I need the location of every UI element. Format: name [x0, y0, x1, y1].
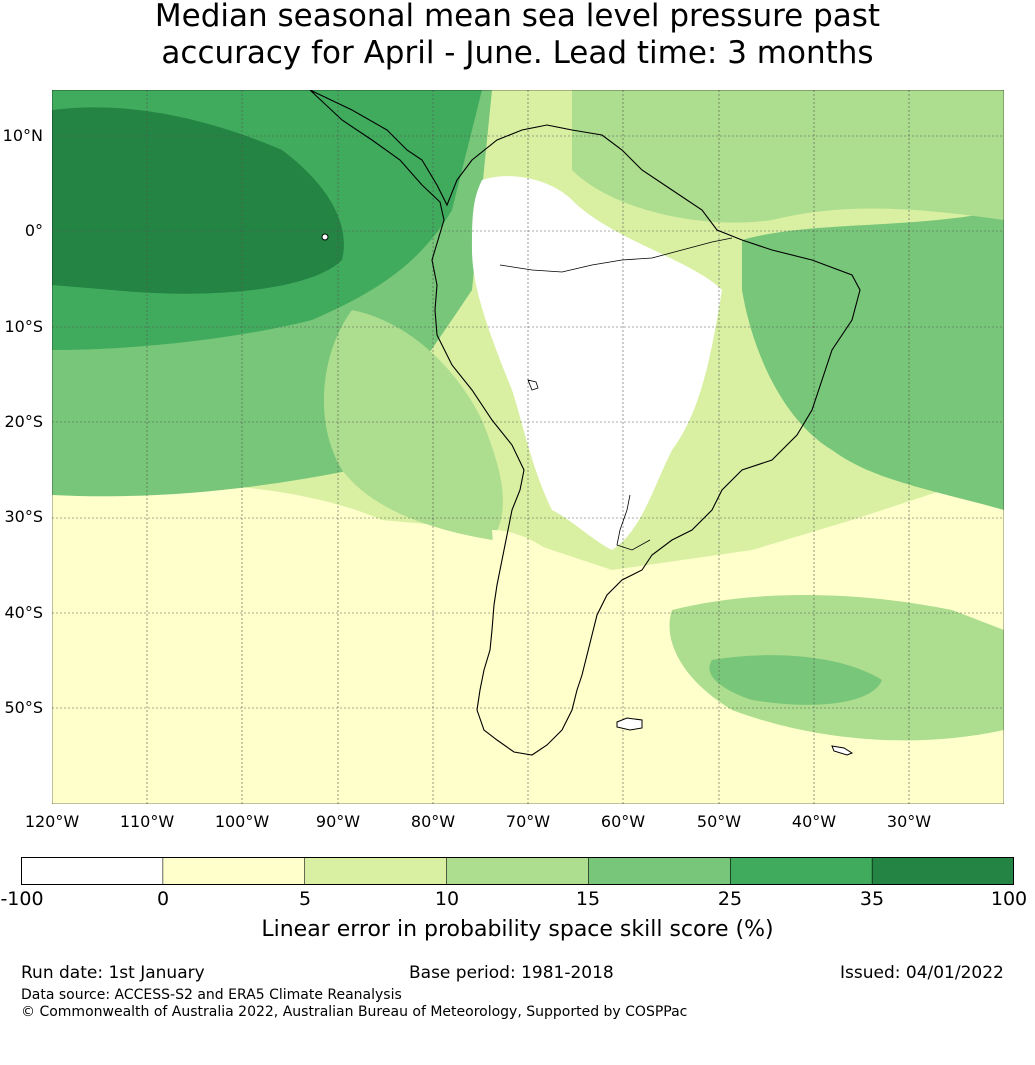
lat-label-0: 0°: [24, 221, 43, 240]
lon-label-50w: 50°W: [696, 812, 742, 831]
colorbar-tick-5: 5: [298, 888, 312, 910]
graticule: [52, 90, 1004, 804]
lon-label-120w: 120°W: [24, 812, 80, 831]
lon-label-80w: 80°W: [410, 812, 456, 831]
colorbar-tick-35: 35: [859, 888, 885, 910]
issued-date: Issued: 04/01/2022: [840, 963, 1004, 983]
colorbar-tick-0: 0: [156, 888, 170, 910]
skill-region-continent-pale: [492, 530, 587, 760]
colorbar-segment-5: [729, 857, 873, 885]
map-title: Median seasonal mean sea level pressure …: [0, 0, 1035, 72]
lat-label-20s: 20°S: [4, 412, 43, 431]
lat-label-30s: 30°S: [4, 507, 43, 526]
skill-region-northeast: [572, 90, 1004, 223]
galapagos-islands: [321, 233, 329, 241]
falkland-islands: [616, 717, 643, 731]
colorbar-segment-1: [162, 857, 306, 885]
colorbar-tick-25: 25: [717, 888, 743, 910]
title-line-1: Median seasonal mean sea level pressure …: [154, 0, 881, 34]
colorbar-tick-10: 10: [434, 888, 460, 910]
south-georgia: [831, 745, 854, 756]
lon-label-40w: 40°W: [791, 812, 837, 831]
base-period: Base period: 1981-2018: [409, 963, 614, 983]
colorbar-label: Linear error in probability space skill …: [261, 917, 774, 942]
lat-label-10s: 10°S: [4, 317, 43, 336]
colorbar-segment-2: [304, 857, 448, 885]
skill-region-southwest-pale: [250, 619, 434, 712]
colorbar: [21, 857, 1014, 885]
coastline-south-america: [309, 90, 861, 756]
parana-river: [616, 494, 651, 551]
skill-score-map: [52, 90, 1004, 804]
lon-label-70w: 70°W: [505, 812, 551, 831]
title-line-2: accuracy for April - June. Lead time: 3 …: [161, 35, 874, 71]
colorbar-segment-4: [588, 857, 732, 885]
colorbar-segment-6: [871, 857, 1014, 885]
lon-label-30w: 30°W: [886, 812, 932, 831]
run-date: Run date: 1st January: [21, 963, 205, 983]
skill-region-coastal-light: [323, 310, 503, 540]
lat-label-50s: 50°S: [4, 698, 43, 717]
lake-titicaca: [527, 379, 539, 391]
colorbar-segment-0: [21, 857, 164, 885]
lat-label-10n: 10°N: [2, 126, 43, 145]
colorbar-tick-minus100: -100: [0, 888, 44, 910]
data-source: Data source: ACCESS-S2 and ERA5 Climate …: [21, 987, 402, 1003]
lon-label-110w: 110°W: [119, 812, 175, 831]
colorbar-tick-100: 100: [990, 888, 1028, 910]
amazon-river: [499, 237, 733, 273]
colorbar-tick-15: 15: [575, 888, 601, 910]
lon-label-60w: 60°W: [600, 812, 646, 831]
lon-label-90w: 90°W: [315, 812, 361, 831]
lon-label-100w: 100°W: [214, 812, 270, 831]
colorbar-segment-3: [446, 857, 590, 885]
skill-region-east: [742, 210, 1004, 510]
skill-region-west-dark: [52, 107, 344, 294]
skill-region-continent-white: [472, 176, 722, 550]
skill-region-south-atlantic-green: [709, 655, 882, 705]
copyright: © Commonwealth of Australia 2022, Austra…: [21, 1004, 688, 1020]
lat-label-40s: 40°S: [4, 603, 43, 622]
